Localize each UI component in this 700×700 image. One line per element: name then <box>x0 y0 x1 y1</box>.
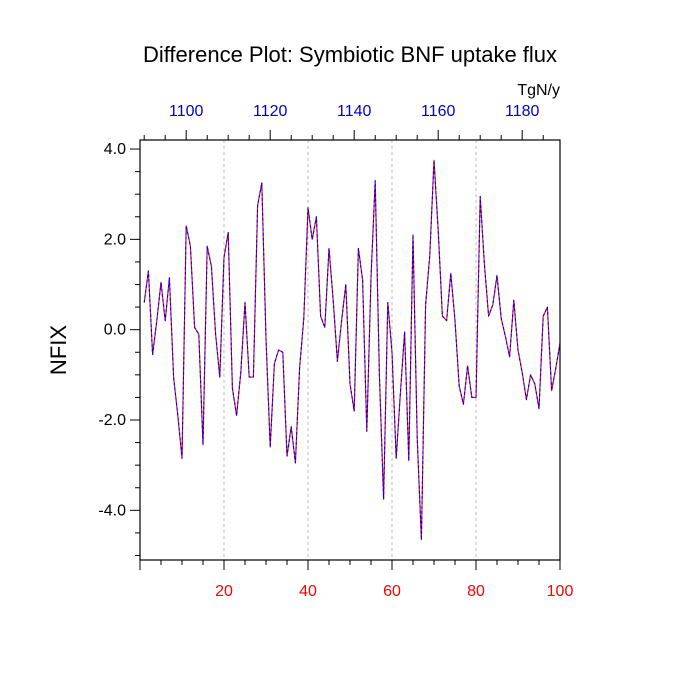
x-top-tick-label: 1100 <box>169 103 204 120</box>
x-top-tick-label: 1160 <box>421 103 456 120</box>
y-tick-label: -4.0 <box>98 502 126 519</box>
x-bottom-tick-label: 100 <box>547 583 574 600</box>
series-line-secondary <box>143 159 561 541</box>
x-bottom-tick-label: 20 <box>215 583 233 600</box>
axis-ticks <box>130 130 561 570</box>
y-axis-label: NFIX <box>46 325 71 375</box>
y-tick-label: 2.0 <box>104 231 126 248</box>
data-series <box>143 159 561 541</box>
units-label: TgN/y <box>517 82 560 99</box>
x-top-tick-label: 1140 <box>337 103 372 120</box>
chart-title: Difference Plot: Symbiotic BNF uptake fl… <box>143 42 557 67</box>
tick-labels: 20 40 60 80 100 1100 1120 1140 1160 1180 4.0 2.0 0.0… <box>98 103 573 600</box>
x-bottom-tick-label: 60 <box>383 583 401 600</box>
x-bottom-tick-label: 40 <box>299 583 317 600</box>
plot-frame <box>139 139 561 561</box>
x-top-tick-label: 1120 <box>253 103 288 120</box>
x-bottom-tick-label: 80 <box>467 583 485 600</box>
x-top-tick-label: 1180 <box>505 103 540 120</box>
y-tick-label: -2.0 <box>98 412 126 429</box>
y-tick-label: 0.0 <box>104 322 126 339</box>
series-line-primary <box>143 159 561 541</box>
y-tick-label: 4.0 <box>104 141 126 158</box>
